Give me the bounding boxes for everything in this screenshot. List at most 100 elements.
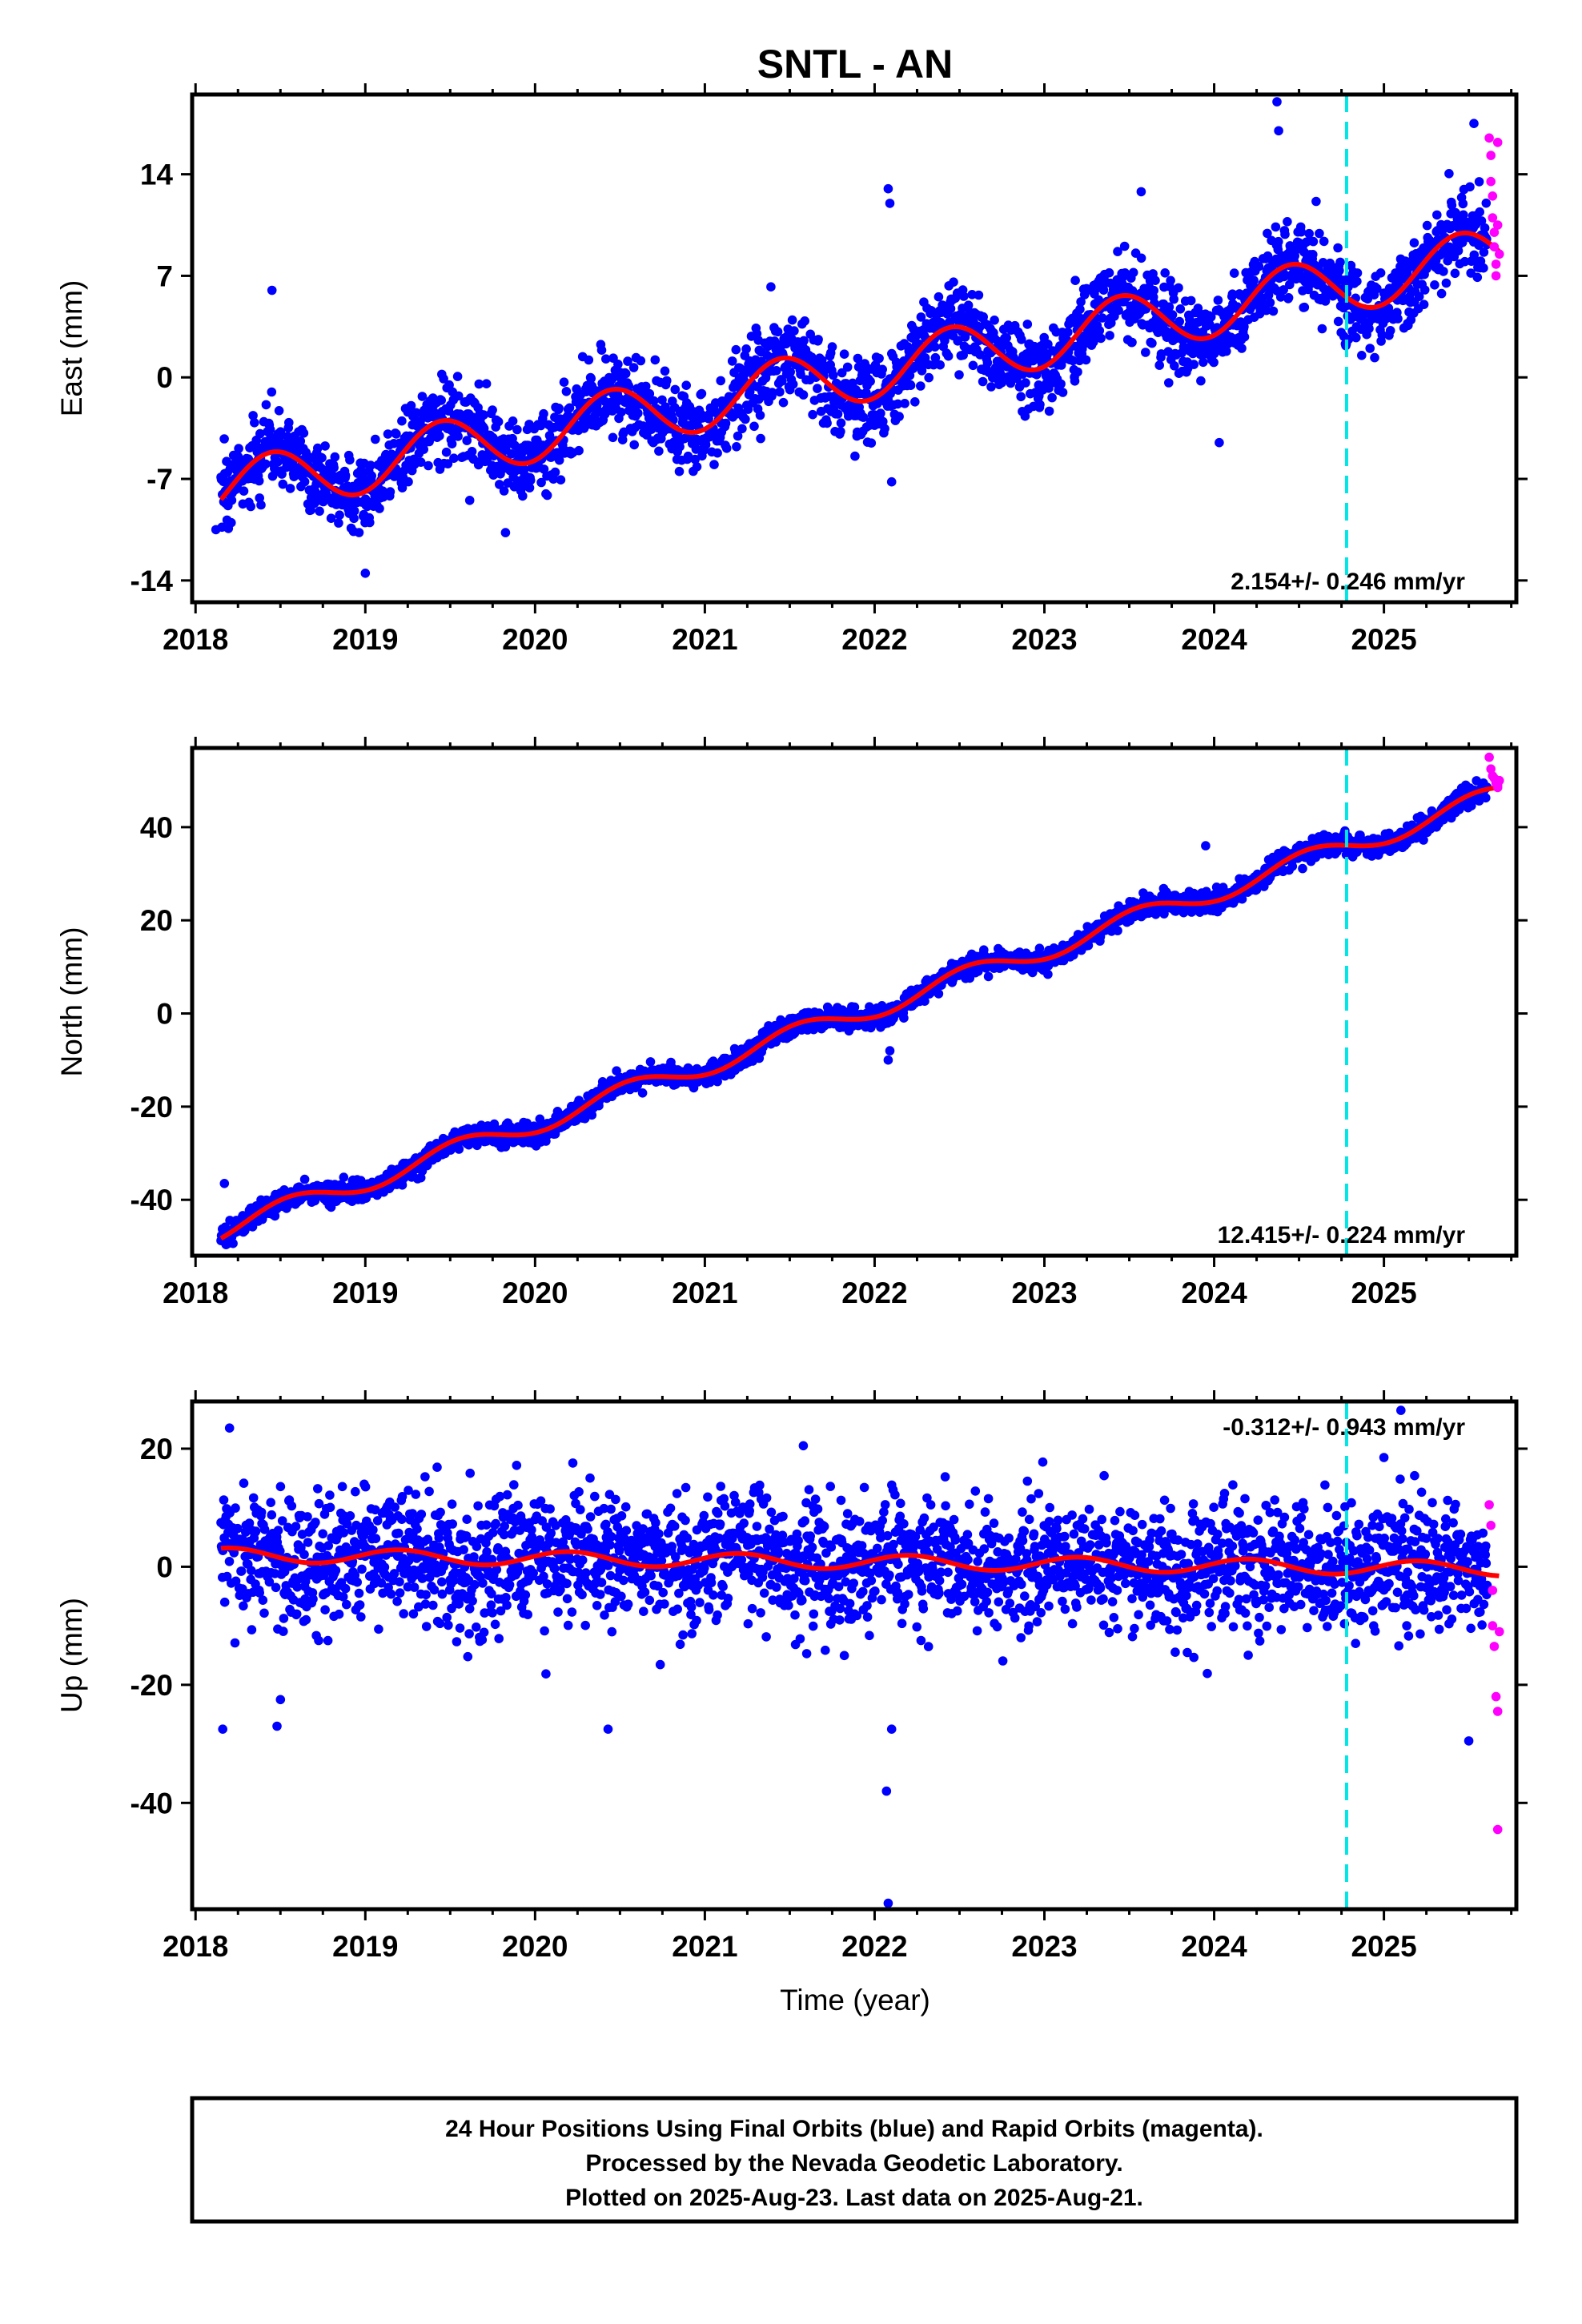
outlier-point (886, 476, 897, 487)
data-point (561, 387, 572, 396)
outlier-point (267, 285, 277, 296)
data-point (1113, 247, 1122, 256)
data-point (636, 356, 646, 366)
data-point (481, 379, 492, 389)
x-tick-label: 2019 (332, 623, 398, 656)
data-point (345, 455, 355, 465)
data-point (1104, 267, 1114, 278)
data-point (1035, 400, 1045, 410)
data-point (1263, 251, 1273, 261)
outlier-point (883, 183, 893, 194)
x-tick-label: 2025 (1351, 623, 1416, 656)
data-point (375, 504, 384, 513)
data-point (1043, 969, 1053, 979)
data-point (1229, 268, 1239, 278)
data-point (1333, 316, 1343, 327)
data-point (349, 506, 359, 516)
data-point (417, 392, 428, 401)
plot-area (216, 748, 1504, 1256)
data-point (755, 410, 765, 420)
outlier-point (360, 569, 371, 578)
data-point (1154, 360, 1164, 370)
data-point (367, 471, 377, 480)
data-point (1444, 169, 1454, 179)
data-point (424, 460, 433, 471)
data-point (827, 342, 837, 352)
data-point (963, 300, 974, 311)
data-point (813, 335, 823, 344)
outlier-point (1274, 126, 1283, 136)
data-point (1419, 285, 1430, 295)
data-point (1113, 926, 1122, 935)
data-point (1149, 285, 1158, 296)
data-point (554, 404, 564, 413)
data-point (371, 434, 380, 444)
data-point (397, 483, 408, 493)
data-point (1164, 378, 1174, 388)
data-point (1265, 298, 1275, 308)
data-point (624, 380, 633, 391)
y-tick-label: 7 (156, 259, 173, 292)
data-point (954, 370, 964, 380)
data-point (383, 429, 393, 439)
data-point (542, 490, 552, 501)
data-point (836, 418, 846, 428)
data-point (255, 428, 265, 439)
data-point (916, 381, 926, 391)
data-point (894, 412, 904, 421)
data-point (837, 368, 847, 378)
data-point (713, 448, 722, 458)
data-point (637, 1088, 648, 1098)
data-point (1076, 297, 1086, 307)
data-point (1021, 378, 1030, 388)
data-point (1070, 376, 1080, 386)
data-point (1409, 238, 1419, 248)
data-point (508, 416, 518, 426)
data-point (756, 433, 765, 444)
data-point (443, 459, 453, 468)
data-point (1476, 216, 1487, 226)
data-point (691, 444, 701, 454)
data-point (468, 412, 477, 422)
data-point (495, 480, 504, 489)
data-point (397, 416, 407, 426)
data-point (905, 380, 916, 391)
data-point (1263, 228, 1272, 239)
data-point (1056, 360, 1066, 370)
data-point (550, 467, 560, 477)
data-point (1237, 344, 1247, 353)
data-point (876, 408, 885, 418)
data-point (539, 408, 548, 419)
data-point (905, 371, 915, 380)
x-tick-label: 2021 (672, 623, 737, 656)
data-point (646, 424, 656, 434)
data-point (934, 989, 944, 999)
data-point (683, 451, 693, 461)
data-point (1120, 268, 1130, 278)
data-point (1352, 276, 1362, 287)
rapid-point (1491, 271, 1501, 281)
data-point (986, 382, 996, 392)
data-point (416, 457, 426, 467)
data-point (709, 460, 719, 469)
data-point (228, 1238, 238, 1248)
data-point (219, 434, 229, 444)
data-point (681, 380, 691, 391)
data-point (334, 518, 343, 528)
data-point (1073, 367, 1082, 377)
data-point (265, 424, 275, 435)
data-point (499, 486, 509, 496)
data-point (1070, 275, 1080, 286)
data-point (775, 387, 785, 397)
data-point (1096, 333, 1106, 344)
data-point (454, 1144, 464, 1154)
data-point (721, 444, 732, 453)
data-point (1119, 241, 1130, 251)
data-point (1459, 210, 1468, 220)
data-point (1439, 267, 1448, 276)
data-point (934, 292, 944, 302)
data-point (716, 376, 725, 386)
data-point (335, 510, 344, 520)
data-point (777, 376, 787, 386)
data-point (255, 493, 265, 503)
